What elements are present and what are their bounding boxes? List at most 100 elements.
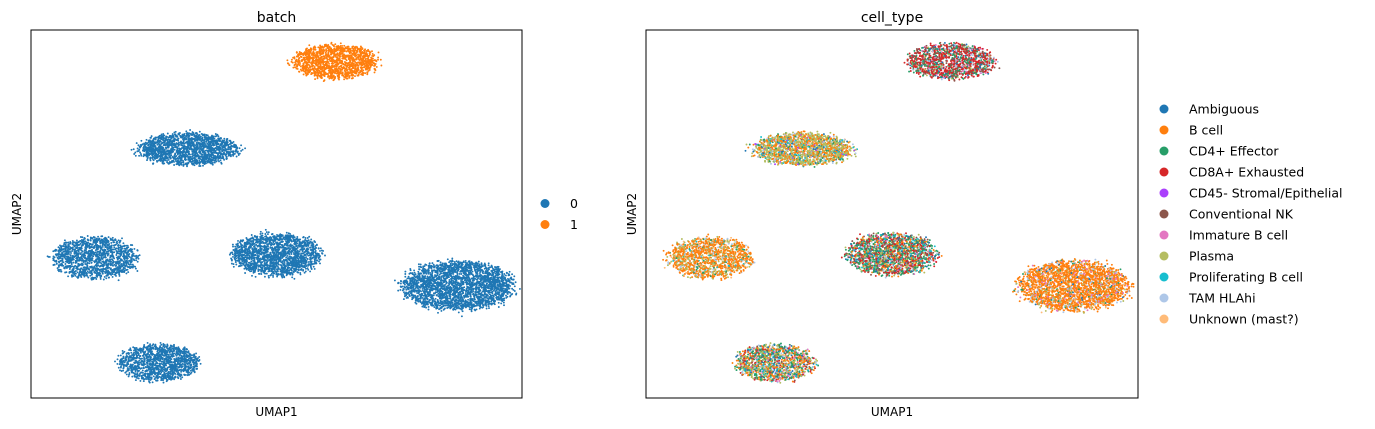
data-point bbox=[89, 244, 91, 246]
data-point bbox=[83, 268, 85, 270]
data-point bbox=[177, 133, 179, 135]
data-point bbox=[372, 53, 374, 55]
data-point bbox=[222, 147, 224, 149]
data-point bbox=[191, 134, 193, 136]
data-point bbox=[64, 239, 66, 241]
data-point bbox=[361, 60, 363, 62]
data-point bbox=[307, 64, 309, 66]
data-point bbox=[212, 144, 214, 146]
data-point bbox=[80, 276, 82, 278]
data-point bbox=[146, 159, 148, 161]
data-point bbox=[166, 154, 168, 156]
data-point bbox=[354, 75, 356, 77]
data-point bbox=[204, 135, 206, 137]
data-point bbox=[83, 254, 85, 256]
data-point bbox=[77, 277, 79, 279]
data-point bbox=[198, 134, 200, 136]
data-point bbox=[72, 275, 74, 277]
data-point bbox=[156, 137, 158, 139]
data-point bbox=[347, 64, 349, 66]
data-point bbox=[155, 147, 157, 149]
data-point bbox=[114, 248, 116, 250]
data-point bbox=[60, 259, 62, 261]
data-point bbox=[58, 252, 60, 254]
data-point bbox=[221, 140, 223, 142]
data-point bbox=[75, 262, 77, 264]
data-point bbox=[170, 158, 172, 160]
data-point bbox=[153, 159, 155, 161]
data-point bbox=[238, 154, 240, 156]
data-point bbox=[127, 266, 129, 268]
data-point bbox=[207, 145, 209, 147]
data-point bbox=[111, 272, 113, 274]
data-point bbox=[185, 159, 187, 161]
data-point bbox=[121, 237, 123, 239]
data-point bbox=[136, 150, 138, 152]
data-point bbox=[82, 263, 84, 265]
data-point bbox=[171, 146, 173, 148]
data-point bbox=[312, 60, 314, 62]
data-point bbox=[186, 133, 188, 135]
data-point bbox=[163, 162, 165, 164]
data-point bbox=[230, 144, 232, 146]
data-point bbox=[153, 151, 155, 153]
data-point bbox=[367, 65, 369, 67]
data-point bbox=[75, 252, 77, 254]
data-point bbox=[334, 72, 336, 74]
data-point bbox=[62, 253, 64, 255]
data-point bbox=[111, 258, 113, 260]
data-point bbox=[328, 63, 330, 65]
data-point bbox=[349, 51, 351, 53]
data-point bbox=[171, 160, 173, 162]
data-point bbox=[326, 46, 328, 48]
data-point bbox=[305, 69, 307, 71]
data-point bbox=[165, 147, 167, 149]
data-point bbox=[174, 156, 176, 158]
data-point bbox=[72, 246, 74, 248]
data-point bbox=[359, 56, 361, 58]
data-point bbox=[325, 48, 327, 50]
data-point bbox=[340, 65, 342, 67]
data-point bbox=[180, 142, 182, 144]
data-point bbox=[244, 147, 246, 149]
data-point bbox=[287, 63, 289, 65]
data-point bbox=[131, 149, 133, 151]
data-point bbox=[206, 147, 208, 149]
data-point bbox=[209, 147, 211, 149]
data-point bbox=[54, 260, 56, 262]
data-point bbox=[354, 68, 356, 70]
data-point bbox=[199, 136, 201, 138]
data-point bbox=[361, 63, 363, 65]
data-point bbox=[62, 265, 64, 267]
data-point bbox=[303, 73, 305, 75]
data-point bbox=[273, 272, 275, 274]
data-point bbox=[79, 253, 81, 255]
data-point bbox=[331, 75, 333, 77]
data-point bbox=[66, 255, 68, 257]
data-point bbox=[103, 261, 105, 263]
data-point bbox=[71, 256, 73, 258]
data-point bbox=[193, 164, 195, 166]
data-point bbox=[268, 231, 270, 233]
data-point bbox=[120, 246, 122, 248]
data-point bbox=[187, 135, 189, 137]
data-point bbox=[193, 134, 195, 136]
data-point bbox=[133, 253, 135, 255]
data-point bbox=[177, 158, 179, 160]
data-point bbox=[176, 136, 178, 138]
data-point bbox=[130, 266, 132, 268]
data-point bbox=[109, 271, 111, 273]
data-point bbox=[377, 59, 379, 61]
data-point bbox=[259, 233, 261, 235]
data-point bbox=[110, 239, 112, 241]
data-point bbox=[125, 269, 127, 271]
data-point bbox=[305, 65, 307, 67]
data-point bbox=[303, 58, 305, 60]
data-point bbox=[357, 51, 359, 53]
data-point bbox=[138, 149, 140, 151]
data-point bbox=[251, 234, 253, 236]
data-point bbox=[171, 150, 173, 152]
data-point bbox=[70, 242, 72, 244]
data-point bbox=[176, 151, 178, 153]
data-point bbox=[303, 57, 305, 59]
